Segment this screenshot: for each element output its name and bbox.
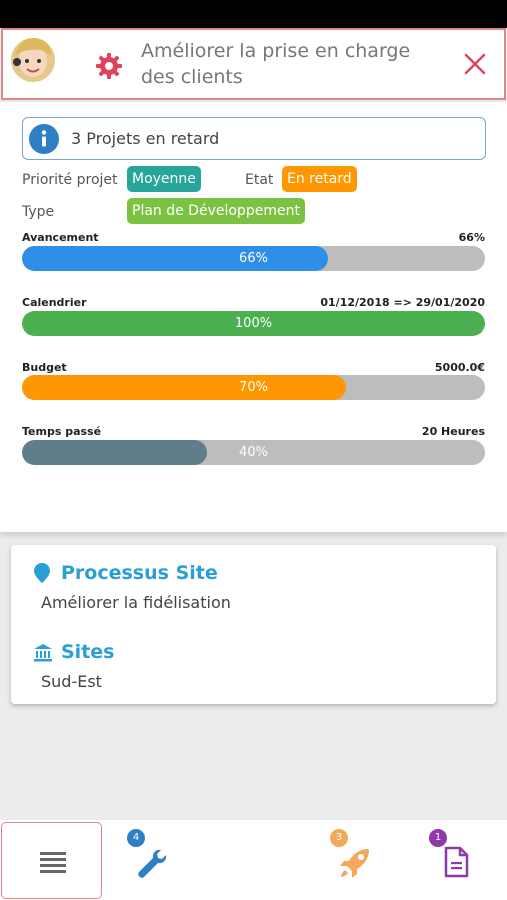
priority-badge: Moyenne <box>127 166 201 192</box>
progress-percent: 66% <box>239 251 268 266</box>
gear-icon[interactable] <box>95 52 123 80</box>
document-icon <box>444 846 469 878</box>
header-bar: Améliorer la prise en charge des clients <box>1 28 506 100</box>
rocket-tab[interactable] <box>338 846 374 882</box>
wrench-icon <box>138 849 167 878</box>
progress-bar-temps: 40% <box>22 440 485 465</box>
progress-label: Temps passé <box>22 425 102 438</box>
menu-button[interactable] <box>1 822 102 899</box>
progress-value: 5000.0€ <box>434 361 485 374</box>
location-pin-icon <box>33 563 51 583</box>
process-title: Processus Site <box>61 562 218 584</box>
document-count-badge: 1 <box>429 829 447 847</box>
progress-fill <box>22 311 485 336</box>
institution-icon <box>33 643 53 663</box>
bottom-tab-bar: 4 3 1 <box>0 820 507 900</box>
progress-bar-calendrier: 100% <box>22 311 485 336</box>
rocket-icon <box>340 849 369 878</box>
progress-label: Calendrier <box>22 296 87 309</box>
document-tab[interactable] <box>443 846 471 880</box>
rocket-count-badge: 3 <box>330 829 348 847</box>
project-panel: 3 Projets en retard Priorité projet Moye… <box>0 102 507 532</box>
progress-bar-avancement: 66% <box>22 246 485 271</box>
hamburger-icon <box>40 852 66 873</box>
close-icon[interactable] <box>463 52 487 76</box>
progress-bar-budget: 70% <box>22 375 485 400</box>
progress-percent: 100% <box>234 316 273 331</box>
priority-label: Priorité projet <box>22 172 118 188</box>
progress-value: 66% <box>458 231 485 244</box>
state-badge: En retard <box>282 166 357 192</box>
process-value: Améliorer la fidélisation <box>41 593 231 612</box>
type-badge: Plan de Développement <box>127 198 305 224</box>
sites-title: Sites <box>61 641 115 663</box>
late-projects-alert[interactable]: 3 Projets en retard <box>22 117 486 160</box>
progress-fill <box>22 375 347 400</box>
site-info-card: Processus Site Améliorer la fidélisation… <box>11 545 496 704</box>
info-icon <box>29 124 59 154</box>
progress-label: Budget <box>22 361 67 374</box>
page-title: Améliorer la prise en charge des clients <box>141 40 411 88</box>
progress-percent: 40% <box>239 445 268 460</box>
sites-value: Sud-Est <box>41 672 102 691</box>
progress-fill <box>22 440 208 465</box>
wrench-tab[interactable] <box>135 846 171 882</box>
status-bar <box>0 0 507 28</box>
progress-fill <box>22 246 328 271</box>
progress-percent: 70% <box>239 380 268 395</box>
progress-value: 20 Heures <box>421 425 485 438</box>
state-label: Etat <box>245 172 274 188</box>
avatar[interactable] <box>9 34 57 82</box>
progress-value: 01/12/2018 => 29/01/2020 <box>320 296 485 309</box>
tools-count-badge: 4 <box>127 829 145 847</box>
type-label: Type <box>22 204 55 220</box>
progress-label: Avancement <box>22 231 99 244</box>
alert-text: 3 Projets en retard <box>71 129 220 148</box>
